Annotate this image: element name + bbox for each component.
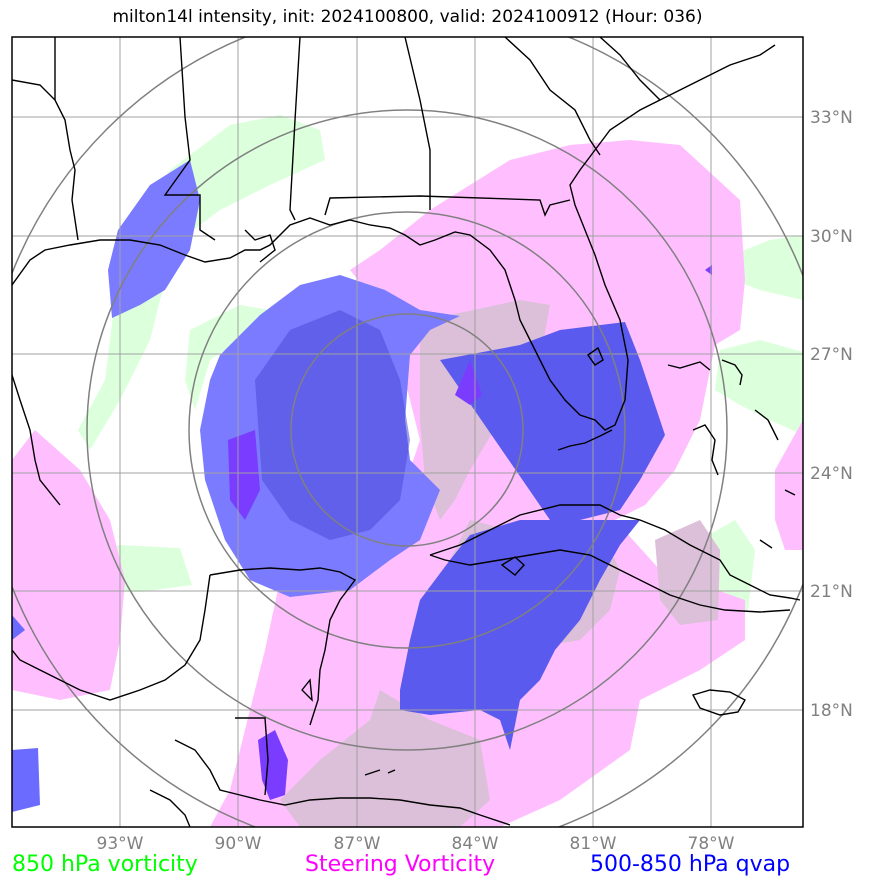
lat-tick-label: 21°N — [810, 582, 853, 602]
map-title: milton14l intensity, init: 2024100800, v… — [112, 7, 703, 27]
lat-tick-labels: 33°N 30°N 27°N 24°N 21°N 18°N — [810, 108, 853, 721]
legend-steering-vorticity: Steering Vorticity — [305, 852, 496, 877]
steering-vorticity-layer — [12, 140, 803, 827]
lon-tick-label: 78°W — [688, 834, 735, 854]
lon-tick-label: 87°W — [334, 834, 381, 854]
graticule — [12, 37, 803, 827]
legend-850-vorticity: 850 hPa vorticity — [12, 852, 198, 877]
lon-tick-label: 93°W — [97, 834, 144, 854]
qvap-layer — [12, 160, 712, 812]
lat-tick-label: 30°N — [810, 227, 853, 247]
legend-qvap: 500-850 hPa qvap — [590, 852, 791, 877]
range-rings — [12, 37, 803, 827]
lat-tick-label: 33°N — [810, 108, 853, 128]
lat-tick-label: 24°N — [810, 464, 853, 484]
plot-frame — [11, 36, 804, 828]
lon-tick-labels: 93°W 90°W 87°W 84°W 81°W 78°W — [97, 834, 735, 854]
lon-tick-label: 90°W — [215, 834, 262, 854]
lon-tick-label: 84°W — [452, 834, 499, 854]
map-plot-area — [12, 37, 803, 827]
lon-tick-label: 81°W — [570, 834, 617, 854]
lat-tick-label: 18°N — [810, 701, 853, 721]
lat-tick-label: 27°N — [810, 345, 853, 365]
coastlines — [12, 37, 801, 827]
